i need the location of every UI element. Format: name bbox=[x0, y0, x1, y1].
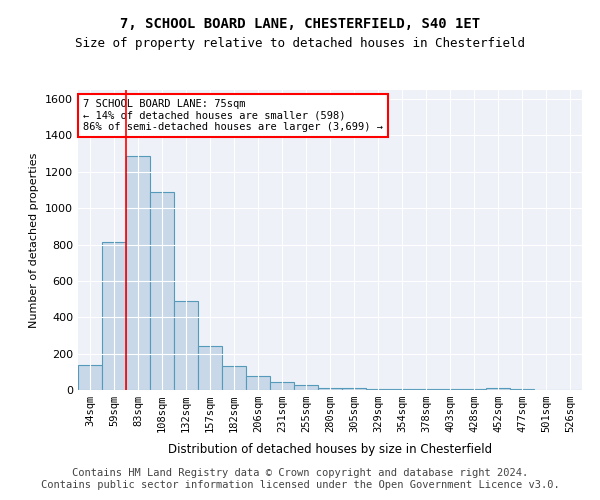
Bar bbox=[246, 376, 270, 390]
Bar bbox=[222, 366, 246, 390]
Text: Contains HM Land Registry data © Crown copyright and database right 2024.
Contai: Contains HM Land Registry data © Crown c… bbox=[41, 468, 559, 490]
Bar bbox=[294, 386, 318, 390]
Y-axis label: Number of detached properties: Number of detached properties bbox=[29, 152, 40, 328]
Bar bbox=[414, 389, 438, 390]
Bar bbox=[102, 242, 126, 390]
Bar bbox=[174, 301, 198, 390]
Text: 7 SCHOOL BOARD LANE: 75sqm
← 14% of detached houses are smaller (598)
86% of sem: 7 SCHOOL BOARD LANE: 75sqm ← 14% of deta… bbox=[83, 99, 383, 132]
Text: 7, SCHOOL BOARD LANE, CHESTERFIELD, S40 1ET: 7, SCHOOL BOARD LANE, CHESTERFIELD, S40 … bbox=[120, 18, 480, 32]
X-axis label: Distribution of detached houses by size in Chesterfield: Distribution of detached houses by size … bbox=[168, 444, 492, 456]
Bar bbox=[318, 388, 342, 390]
Bar bbox=[486, 388, 510, 390]
Bar bbox=[342, 388, 366, 390]
Text: Size of property relative to detached houses in Chesterfield: Size of property relative to detached ho… bbox=[75, 38, 525, 51]
Bar bbox=[198, 346, 222, 390]
Bar bbox=[78, 364, 102, 390]
Bar bbox=[390, 389, 414, 390]
Bar bbox=[126, 156, 150, 390]
Bar bbox=[270, 382, 294, 390]
Bar bbox=[150, 192, 174, 390]
Bar bbox=[366, 388, 390, 390]
